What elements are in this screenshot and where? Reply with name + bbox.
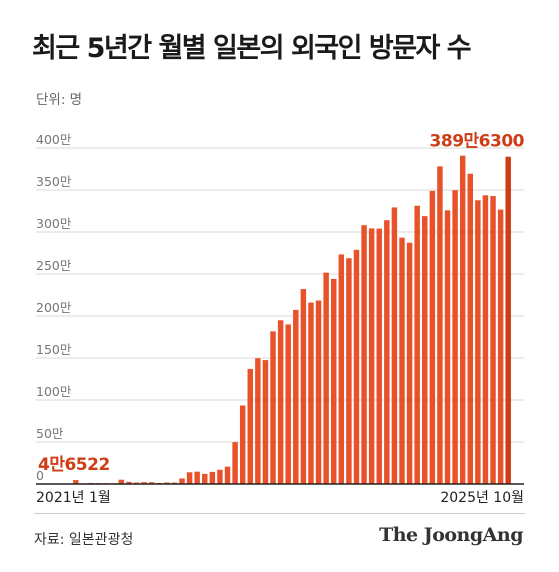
bar (399, 237, 405, 484)
bar (353, 249, 360, 484)
bar (194, 471, 200, 484)
y-tick-labels: 0 50만 100만 150만 200만 250만 300만 350만 400만 (36, 132, 72, 483)
bar (368, 228, 375, 484)
bar (262, 360, 269, 484)
bar (361, 225, 367, 484)
data-label: 389만6300 (430, 132, 525, 152)
bar (437, 166, 443, 484)
bar (179, 478, 185, 484)
y-tick-label: 300만 (36, 216, 72, 231)
y-tick-label: 100만 (36, 384, 72, 399)
bar (300, 289, 307, 484)
y-tick-label: 50만 (36, 426, 64, 441)
unit-label: 단위: 명 (36, 92, 83, 108)
data-label: 4만6522 (38, 455, 110, 475)
x-end-label: 2025년 10월 (440, 490, 524, 506)
y-tick-label: 200만 (36, 300, 72, 315)
bar (391, 207, 398, 484)
bar (277, 320, 284, 484)
bar (315, 300, 322, 484)
y-tick-label: 250만 (36, 258, 72, 273)
bar (148, 482, 155, 484)
annotations: 4만6522 389만6300 (38, 132, 525, 475)
bar (270, 331, 276, 484)
bar (467, 173, 473, 484)
bar (285, 324, 291, 484)
bar (452, 190, 458, 484)
brand-logo: The JoongAng (379, 524, 523, 546)
y-tick-label: 150만 (36, 342, 72, 357)
bar (490, 196, 496, 485)
bar (141, 482, 147, 484)
bar (338, 254, 345, 484)
bar (186, 472, 193, 484)
bar (346, 258, 352, 484)
bar (202, 473, 208, 484)
bar (224, 466, 231, 484)
bar (217, 469, 223, 484)
bar (406, 242, 413, 484)
bar (444, 210, 451, 484)
bar (482, 195, 489, 485)
bar (384, 220, 390, 484)
bar (255, 358, 261, 484)
y-tick-label: 400만 (36, 132, 72, 147)
bar (422, 216, 428, 484)
bar (497, 209, 504, 484)
bar (429, 190, 436, 485)
footer-divider (34, 513, 525, 514)
bar (308, 302, 314, 484)
chart-title: 최근 5년간 월별 일본의 외국인 방문자 수 (32, 33, 472, 64)
bar (293, 309, 299, 484)
bar (73, 480, 79, 484)
bar (209, 471, 216, 484)
bar (247, 368, 253, 484)
bar (239, 405, 246, 484)
bars (73, 155, 511, 485)
bar (459, 155, 466, 484)
y-tick-label: 350만 (36, 174, 72, 189)
x-start-label: 2021년 1월 (36, 490, 111, 506)
bar (414, 205, 420, 485)
source-label: 자료: 일본관광청 (34, 532, 134, 548)
bar (323, 272, 329, 484)
bar (118, 479, 125, 484)
bar (475, 200, 481, 484)
bar (232, 442, 238, 484)
y-tick-label: 0 (36, 468, 44, 483)
bar (505, 156, 511, 484)
bar (330, 278, 337, 484)
bar (126, 481, 132, 484)
bar (376, 228, 382, 484)
